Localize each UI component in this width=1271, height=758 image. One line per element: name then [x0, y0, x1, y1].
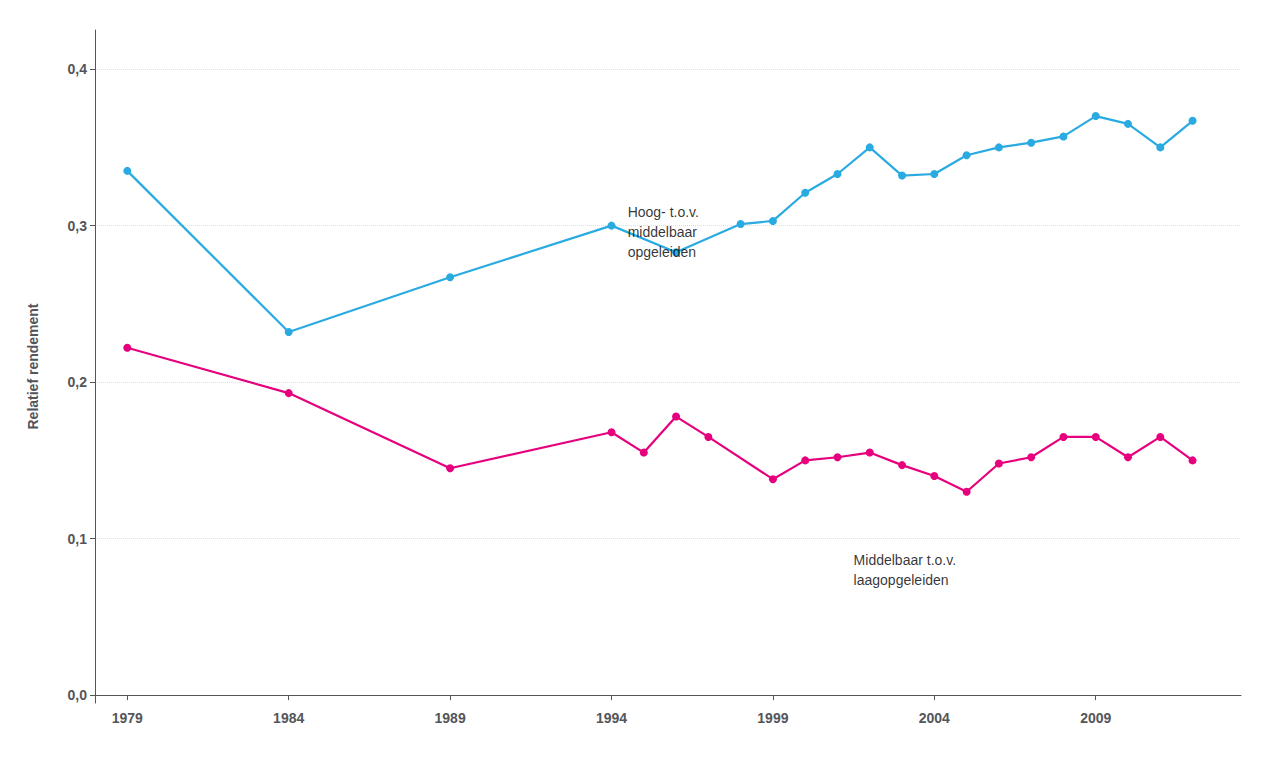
svg-text:1984: 1984 [273, 710, 304, 726]
svg-text:2004: 2004 [919, 710, 950, 726]
svg-text:0,3: 0,3 [68, 218, 88, 234]
svg-text:1994: 1994 [596, 710, 627, 726]
svg-text:0,0: 0,0 [68, 687, 88, 703]
svg-text:1989: 1989 [435, 710, 466, 726]
svg-text:Relatief rendement: Relatief rendement [25, 303, 41, 429]
svg-text:Middelbaar t.o.v.: Middelbaar t.o.v. [854, 552, 956, 568]
svg-text:opgeleiden: opgeleiden [628, 244, 697, 260]
svg-text:Hoog- t.o.v.: Hoog- t.o.v. [628, 204, 699, 220]
svg-text:0,1: 0,1 [68, 531, 88, 547]
svg-text:middelbaar: middelbaar [628, 224, 698, 240]
svg-text:laagopgeleiden: laagopgeleiden [854, 572, 949, 588]
svg-text:1999: 1999 [757, 710, 788, 726]
svg-text:0,4: 0,4 [68, 61, 88, 77]
svg-text:1979: 1979 [112, 710, 143, 726]
svg-text:0,2: 0,2 [68, 374, 88, 390]
svg-text:2009: 2009 [1080, 710, 1111, 726]
